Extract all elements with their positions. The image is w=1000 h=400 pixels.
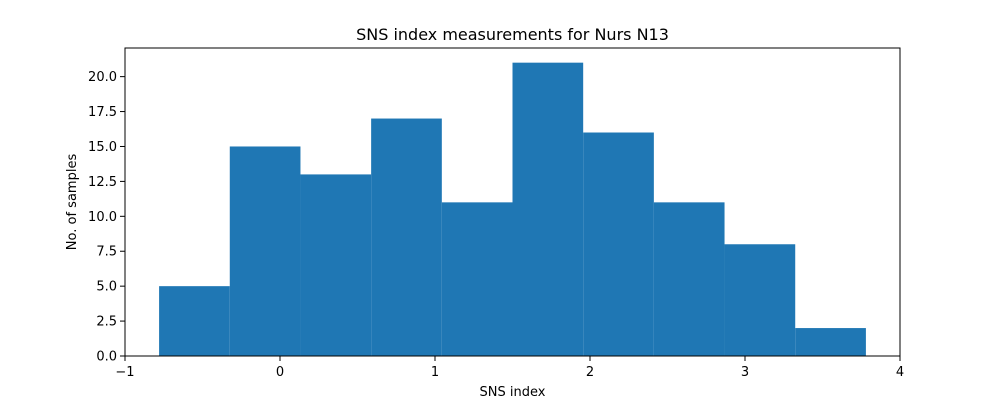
histogram-bar: [583, 132, 654, 356]
y-tick-label: 2.5: [96, 315, 117, 330]
y-tick-label: 20.0: [88, 70, 117, 85]
y-tick-label: 12.5: [88, 175, 117, 190]
x-tick-label: 3: [741, 365, 749, 380]
y-tick-label: 17.5: [88, 105, 117, 120]
y-tick-label: 15.0: [88, 140, 117, 155]
y-axis-ticks: 0.0 2.5 5.0 7.5 10.0 12.5 15.0 17.5 20.0: [88, 70, 125, 365]
histogram-bar: [441, 202, 513, 356]
x-tick-label: 1: [431, 365, 439, 380]
y-tick-label: 10.0: [88, 210, 117, 225]
histogram-bar: [795, 328, 866, 356]
y-tick-label: 5.0: [96, 280, 117, 295]
x-tick-label: 0: [276, 365, 284, 380]
chart-title: SNS index measurements for Nurs N13: [356, 25, 669, 44]
plot-frame: [124, 47, 901, 357]
bars-group: [159, 62, 866, 357]
histogram-bar: [653, 202, 725, 356]
y-tick-label: 0.0: [96, 350, 117, 365]
y-axis-label: No. of samples: [65, 154, 80, 251]
histogram-bar: [512, 62, 584, 357]
x-tick-label: 2: [586, 365, 594, 380]
y-tick-label: 7.5: [96, 245, 117, 260]
histogram-bar: [724, 244, 796, 356]
histogram-bar: [229, 146, 301, 356]
x-axis-label: SNS index: [480, 385, 546, 400]
histogram-bar: [159, 286, 230, 356]
histogram-bar: [300, 174, 372, 356]
histogram-bar: [371, 118, 442, 357]
x-tick-label: −1: [115, 365, 134, 380]
x-tick-label: 4: [896, 365, 904, 380]
x-axis-ticks: −1 0 1 2 3 4: [115, 356, 904, 380]
